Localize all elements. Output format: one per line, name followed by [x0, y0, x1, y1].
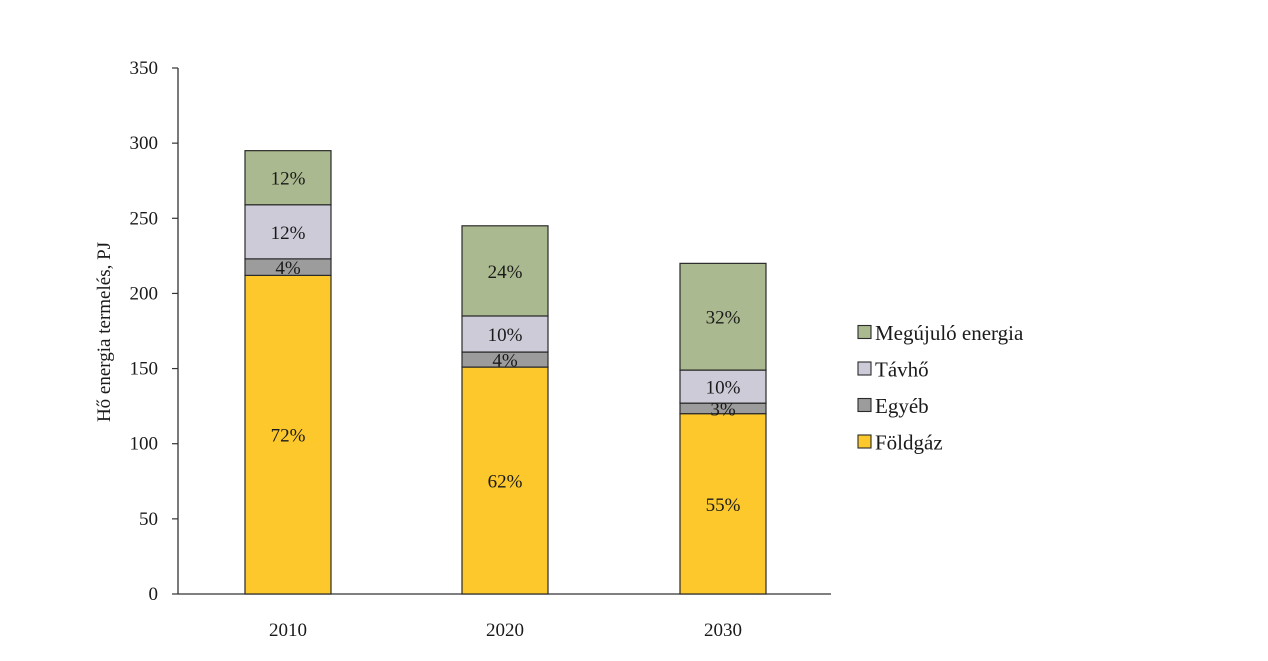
- segment-label: 4%: [492, 351, 518, 372]
- segment-label: 4%: [275, 258, 301, 279]
- legend-swatch: [857, 397, 872, 413]
- y-axis-title: Hő energia termelés, PJ: [94, 242, 115, 422]
- y-tick-label: 350: [130, 58, 159, 79]
- segment-label: 24%: [488, 262, 523, 283]
- segment-label: 55%: [706, 495, 741, 516]
- y-tick-label: 300: [130, 133, 159, 154]
- legend-entry-label: Távhő: [875, 358, 929, 382]
- x-tick-label: 2030: [704, 620, 742, 641]
- segment-label: 3%: [710, 399, 736, 420]
- axes: 0 50 100 150 200 250 300 350 2010 2020 2030: [130, 58, 831, 641]
- bar-segment: [461, 315, 549, 353]
- y-tick-label: 200: [130, 283, 159, 304]
- legend-entry-label: Egyéb: [875, 394, 929, 418]
- bar-segment: [244, 204, 332, 260]
- segment-label: 10%: [488, 325, 523, 346]
- y-tick-label: 250: [130, 208, 159, 229]
- legend-swatch: [857, 324, 872, 340]
- segment-label: 12%: [271, 223, 306, 244]
- bar-segment: [244, 150, 332, 206]
- x-tick-label: 2010: [269, 620, 307, 641]
- legend-entry-label: Földgáz: [875, 431, 943, 455]
- y-tick-label: 150: [130, 359, 159, 380]
- segment-label: 62%: [488, 472, 523, 493]
- legend-swatch: [857, 434, 872, 449]
- segment-label: 12%: [271, 169, 306, 190]
- legend: Megújuló energia Távhő Egyéb Földgáz: [857, 321, 1024, 455]
- segment-label: 10%: [706, 378, 741, 399]
- segment-labels: 72%4%12%12%62%4%10%24%55%3%10%32%: [271, 169, 741, 516]
- y-tick-label: 100: [130, 434, 159, 455]
- bar-segment: [679, 369, 767, 404]
- legend-swatch: [857, 361, 872, 376]
- bar-segment: [679, 262, 767, 371]
- bar-segment: [679, 413, 767, 595]
- x-tick-label: 2020: [486, 620, 524, 641]
- bars: [244, 150, 767, 595]
- bar-segment: [461, 225, 549, 317]
- y-tick-label: 0: [149, 584, 159, 605]
- segment-label: 72%: [271, 426, 306, 447]
- legend-entry-label: Megújuló energia: [875, 321, 1024, 345]
- bar-segment: [244, 274, 332, 595]
- segment-label: 32%: [706, 308, 741, 329]
- y-tick-label: 50: [139, 509, 158, 530]
